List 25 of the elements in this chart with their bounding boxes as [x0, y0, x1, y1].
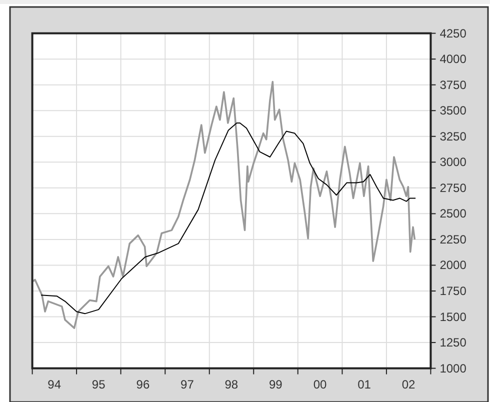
y-tick-label: 1250 — [440, 336, 467, 350]
y-tick-label: 2500 — [440, 206, 467, 221]
x-tick-label: 95 — [92, 377, 106, 392]
y-tick-label: 3000 — [440, 155, 467, 170]
y-tick-label: 2750 — [440, 180, 467, 195]
y-tick-label: 4250 — [440, 26, 467, 40]
y-tick-label: 1500 — [440, 310, 467, 324]
x-tick-label: 94 — [48, 377, 62, 392]
y-tick-label: 4000 — [440, 52, 467, 66]
y-tick-label: 2250 — [440, 232, 467, 246]
y-tick-label: 3750 — [440, 78, 467, 92]
x-tick-label: 98 — [224, 377, 238, 392]
y-tick-label: 3500 — [440, 104, 467, 118]
line-series — [40, 122, 416, 314]
x-tick-label: 99 — [269, 377, 283, 392]
y-tick-label: 3250 — [440, 129, 467, 144]
x-tick-label: 96 — [136, 377, 150, 392]
x-tick-label: 00 — [313, 377, 328, 392]
line-series — [31, 80, 416, 329]
y-tick-label: 1000 — [440, 361, 467, 376]
x-tick-label: 97 — [180, 377, 194, 392]
x-tick-label: 01 — [358, 377, 372, 392]
x-tick-label: 02 — [402, 377, 416, 392]
y-tick-label: 2000 — [440, 258, 467, 272]
y-tick-label: 1750 — [440, 284, 467, 298]
